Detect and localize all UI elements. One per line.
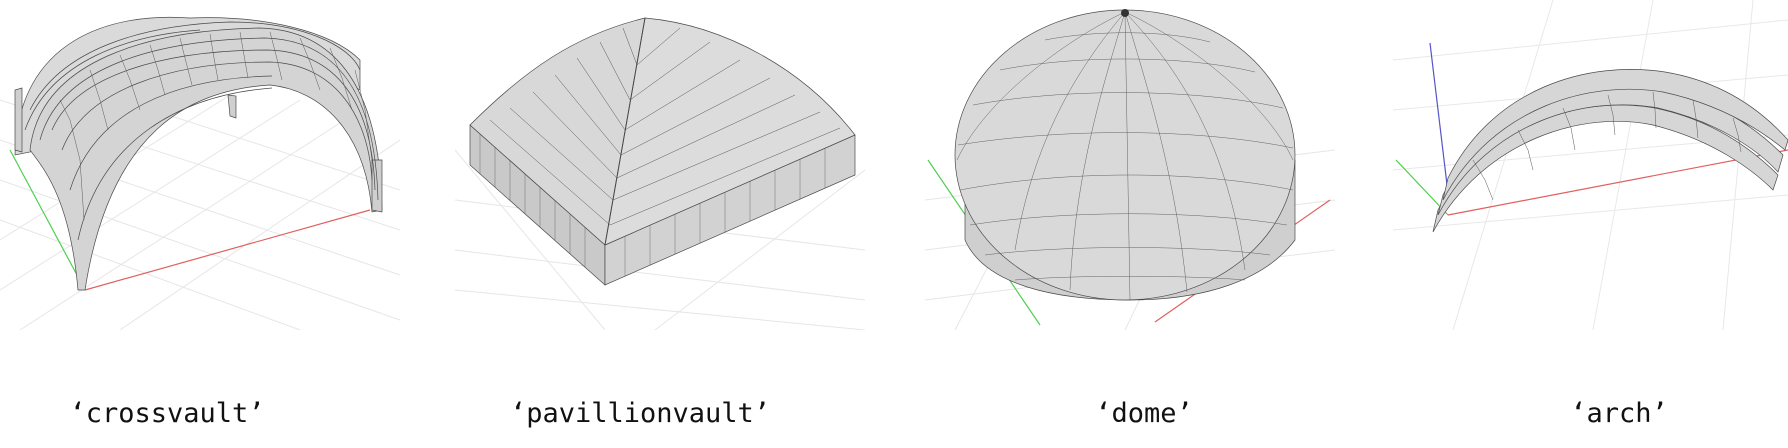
dome-render (925, 9, 1335, 330)
caption-crossvault: ‘crossvault’ (69, 398, 265, 429)
dome-apex (1121, 9, 1129, 17)
pavillionvault-roof-rings (489, 27, 841, 226)
z-axis-line (1429, 42, 1449, 194)
crossvault-mesh-ribs (59, 31, 373, 221)
ground-grid (1393, 0, 1788, 330)
dome-surface (954, 9, 1296, 301)
arch-render (1393, 0, 1788, 330)
y-axis-line (1395, 159, 1449, 216)
panel-pavillionvault (455, 0, 865, 448)
crossvault-render (0, 16, 400, 330)
arch-panel-lines (1472, 91, 1742, 201)
y-axis-line (9, 149, 86, 291)
caption-arch: ‘arch’ (1570, 398, 1668, 429)
pavillionvault-render (455, 17, 865, 330)
pavillionvault-wall-lines (479, 134, 826, 276)
x-axis-line (84, 209, 371, 291)
arch-surface (1432, 69, 1788, 233)
crossvault-surface (14, 16, 383, 291)
panel-crossvault (0, 0, 400, 448)
panel-dome (925, 0, 1335, 448)
caption-pavillionvault: ‘pavillionvault’ (509, 398, 771, 429)
x-axis-line (1447, 149, 1788, 216)
dome-meridians (956, 11, 1294, 301)
dome-parallels (957, 32, 1294, 281)
caption-dome: ‘dome’ (1095, 398, 1193, 429)
pavillionvault-surface (469, 17, 856, 286)
panel-arch (1393, 0, 1788, 448)
